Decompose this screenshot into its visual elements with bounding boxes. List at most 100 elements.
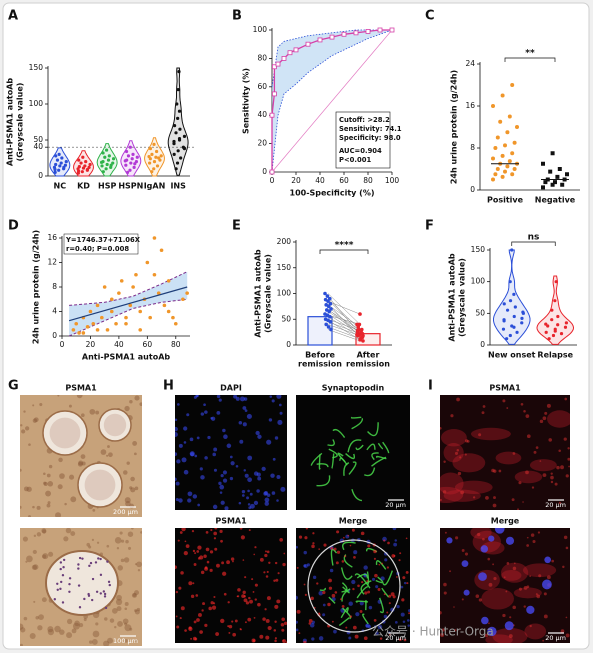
- stain: [526, 434, 531, 439]
- stain: [257, 602, 261, 607]
- stain: [37, 625, 43, 631]
- pair-line: [327, 304, 361, 328]
- stain: [104, 617, 108, 621]
- stain: [304, 536, 308, 540]
- stain: [478, 433, 482, 437]
- data-point: [555, 174, 560, 179]
- stain: [492, 503, 497, 508]
- stain: [517, 508, 519, 510]
- stain: [232, 632, 237, 637]
- stain: [221, 561, 225, 565]
- nucleus: [99, 557, 102, 561]
- data-point: [328, 302, 333, 306]
- stain: [91, 638, 98, 645]
- stain: [196, 618, 200, 622]
- stain: [353, 550, 358, 555]
- stain: [322, 613, 326, 617]
- y-tick-label: 8: [470, 143, 475, 152]
- stain: [333, 629, 337, 634]
- stain: [175, 426, 178, 432]
- stain: [246, 496, 250, 500]
- stain: [120, 558, 125, 563]
- stain-fiber: [351, 488, 363, 502]
- nucleus: [106, 560, 109, 563]
- stain: [220, 539, 223, 543]
- stain: [296, 628, 299, 632]
- stain: [450, 414, 454, 418]
- x-tick-label: 20: [291, 176, 301, 185]
- stain: [219, 491, 223, 494]
- stain: [265, 550, 267, 553]
- y-tick-label: 0: [38, 171, 43, 180]
- stain: [21, 429, 26, 434]
- stain: [303, 550, 307, 555]
- stain: [371, 577, 376, 582]
- stain: [46, 503, 51, 508]
- stain: [398, 559, 401, 562]
- stain: [36, 505, 41, 510]
- roc-point: [389, 27, 395, 33]
- pair-line: [327, 314, 361, 325]
- micrograph: [175, 395, 287, 510]
- stain: [305, 528, 308, 530]
- stain-fiber: [330, 548, 338, 566]
- data-point: [59, 161, 63, 165]
- data-point: [512, 292, 516, 296]
- pair-line: [327, 324, 361, 336]
- stain: [114, 537, 122, 544]
- stain: [274, 604, 279, 609]
- stain: [398, 638, 402, 642]
- stain: [183, 426, 188, 431]
- stain: [42, 554, 47, 559]
- stain: [134, 452, 137, 456]
- nucleus: [81, 557, 84, 560]
- stain: [80, 454, 86, 459]
- stain-fiber: [340, 567, 353, 580]
- data-point: [553, 299, 557, 303]
- data-point: [544, 322, 548, 326]
- data-point: [361, 339, 365, 343]
- data-point: [77, 165, 81, 169]
- stain: [402, 576, 406, 580]
- roc-curve: [271, 29, 392, 172]
- stain: [196, 395, 199, 397]
- data-point: [103, 155, 107, 159]
- stain: [216, 563, 220, 568]
- stain: [127, 531, 134, 537]
- data-point: [148, 161, 152, 165]
- stain-fiber: [367, 422, 379, 437]
- stain: [108, 452, 113, 458]
- stain: [268, 418, 273, 422]
- data-point: [512, 167, 517, 171]
- stain: [375, 585, 379, 589]
- stain: [20, 643, 23, 646]
- stain: [491, 468, 495, 473]
- stain: [134, 563, 138, 566]
- stain: [66, 618, 73, 625]
- stain: [482, 405, 486, 408]
- data-point: [145, 260, 150, 265]
- stain: [274, 436, 279, 440]
- stain: [256, 489, 260, 493]
- data-point: [152, 272, 157, 277]
- stain: [70, 496, 77, 503]
- stain: [265, 575, 269, 578]
- tile-title: PSMA1: [65, 384, 97, 393]
- stain: [175, 590, 179, 594]
- stain: [92, 630, 100, 638]
- data-point: [117, 291, 121, 295]
- nucleus: [68, 577, 72, 580]
- stain: [112, 608, 118, 614]
- stain: [247, 617, 252, 622]
- stain: [130, 476, 135, 482]
- stain: [124, 497, 131, 504]
- stain: [212, 452, 217, 457]
- stain: [331, 593, 336, 598]
- stain: [32, 404, 35, 407]
- roc-point: [287, 50, 293, 56]
- stain: [186, 413, 190, 417]
- data-point: [510, 151, 515, 156]
- stain: [484, 633, 489, 638]
- nucleus: [95, 590, 99, 593]
- nucleus: [88, 564, 91, 568]
